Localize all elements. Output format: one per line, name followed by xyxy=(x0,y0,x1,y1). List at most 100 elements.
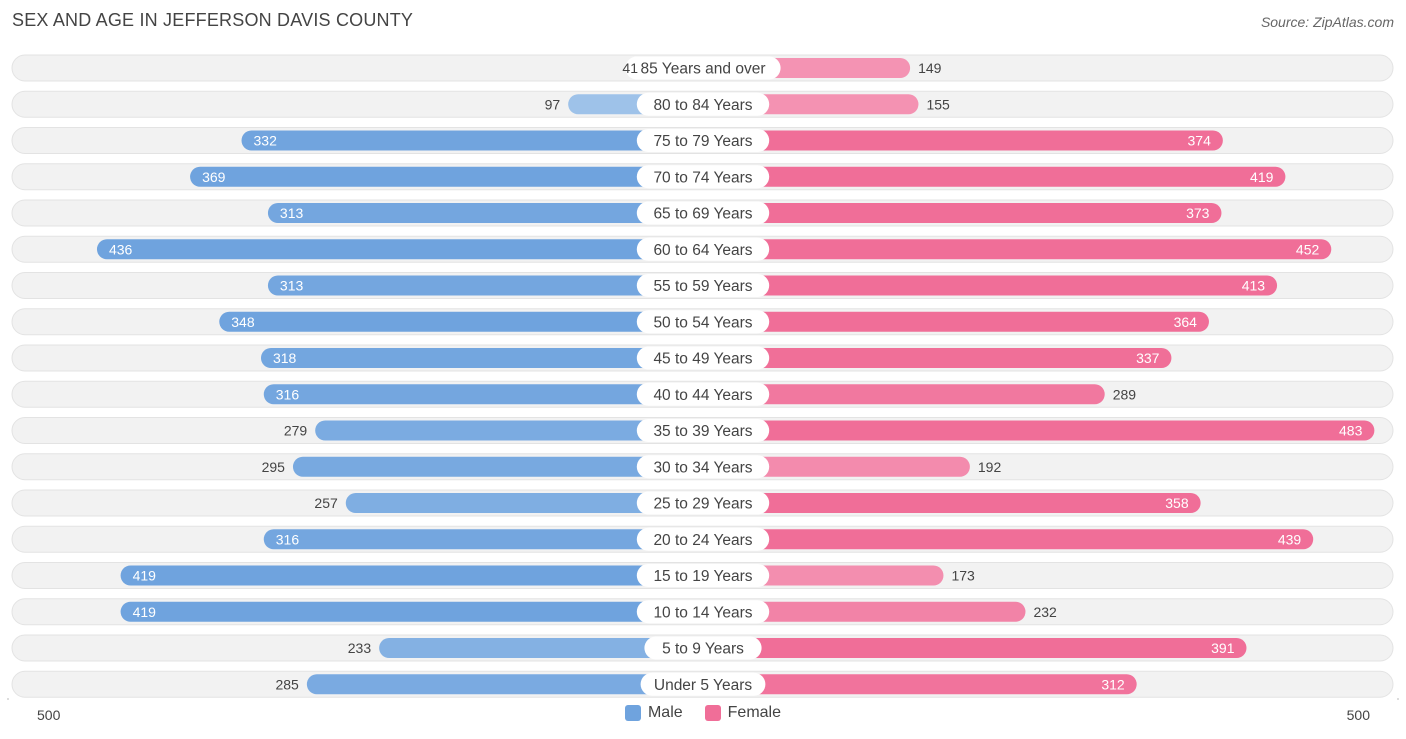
legend-item-female[interactable]: Female xyxy=(704,704,782,722)
legend-item-male[interactable]: Male xyxy=(624,704,683,722)
category-label-bg xyxy=(625,56,781,80)
male-bar[interactable] xyxy=(96,239,703,260)
category-label-bg xyxy=(640,672,766,696)
male-value-label: 279 xyxy=(284,423,308,439)
female-bar[interactable] xyxy=(703,239,1332,260)
male-bar[interactable] xyxy=(345,493,703,513)
male-bar[interactable] xyxy=(379,638,703,658)
male-bar[interactable] xyxy=(263,529,703,550)
female-bar[interactable] xyxy=(703,166,1286,187)
category-label-bg xyxy=(636,201,770,225)
age-row: Under 5 Years 285 312 xyxy=(11,670,1394,698)
female-value-label: 439 xyxy=(1278,531,1302,547)
axis-left-max-label: 500 xyxy=(37,707,61,723)
category-label-bg xyxy=(636,237,770,261)
category-label: 35 to 39 Years xyxy=(653,423,752,440)
legend-female-label: Female xyxy=(727,704,782,721)
female-swatch-icon xyxy=(704,705,721,721)
male-bar[interactable] xyxy=(263,384,703,405)
age-row: 15 to 19 Years 419 173 xyxy=(11,562,1394,589)
category-label-bg xyxy=(636,600,770,624)
female-bar[interactable] xyxy=(703,601,1026,622)
female-value-label: 289 xyxy=(1113,386,1137,402)
female-value-label: 192 xyxy=(978,459,1002,475)
age-row: 80 to 84 Years 97 155 xyxy=(11,90,1394,118)
male-bar[interactable] xyxy=(120,565,704,586)
male-value-label: 41 xyxy=(622,60,638,76)
age-row: 70 to 74 Years 369 419 xyxy=(11,163,1394,191)
category-label: 40 to 44 Years xyxy=(653,387,752,404)
category-label: 65 to 69 Years xyxy=(653,206,752,223)
male-value-label: 313 xyxy=(280,205,304,221)
category-label: Under 5 Years xyxy=(654,677,752,694)
female-bar[interactable] xyxy=(703,348,1172,368)
category-label-bg xyxy=(636,382,770,406)
age-row: 30 to 34 Years 295 192 xyxy=(11,453,1394,481)
female-bar[interactable] xyxy=(703,311,1209,332)
age-row: 55 to 59 Years 313 413 xyxy=(11,272,1394,299)
male-value-label: 295 xyxy=(262,459,286,475)
male-value-label: 316 xyxy=(276,531,300,547)
male-value-label: 318 xyxy=(273,350,297,366)
category-label-bg xyxy=(636,274,770,297)
category-label: 30 to 34 Years xyxy=(653,459,752,476)
female-bar[interactable] xyxy=(703,493,1201,513)
category-label-bg xyxy=(636,310,770,334)
female-value-label: 337 xyxy=(1136,350,1160,366)
age-row: 25 to 29 Years 257 358 xyxy=(11,489,1394,517)
male-bar[interactable] xyxy=(315,420,703,441)
female-bar[interactable] xyxy=(703,638,1247,658)
female-value-label: 173 xyxy=(951,568,975,584)
age-row: 35 to 39 Years 279 483 xyxy=(11,417,1394,444)
category-label-bg xyxy=(636,455,770,479)
female-bar[interactable] xyxy=(703,275,1278,296)
male-bar[interactable] xyxy=(241,130,703,151)
female-value-label: 483 xyxy=(1339,423,1363,439)
female-value-label: 155 xyxy=(926,96,950,112)
female-value-label: 364 xyxy=(1174,314,1198,330)
female-bar[interactable] xyxy=(703,456,970,477)
category-label: 75 to 79 Years xyxy=(653,133,752,150)
female-bar[interactable] xyxy=(703,529,1314,550)
female-bar[interactable] xyxy=(703,384,1105,405)
category-label: 85 Years and over xyxy=(641,61,766,78)
source-credit: Source: ZipAtlas.com xyxy=(1260,14,1394,30)
male-bar[interactable] xyxy=(120,601,704,622)
age-row: 10 to 14 Years 419 232 xyxy=(11,598,1394,626)
male-bar[interactable] xyxy=(260,348,703,368)
category-label: 25 to 29 Years xyxy=(653,496,752,513)
female-value-label: 373 xyxy=(1186,205,1210,221)
age-row: 50 to 54 Years 348 364 xyxy=(11,308,1394,336)
age-row: 75 to 79 Years 332 374 xyxy=(11,127,1394,154)
category-label-bg xyxy=(644,636,762,660)
category-label: 10 to 14 Years xyxy=(653,604,752,621)
male-bar[interactable] xyxy=(219,311,703,332)
female-bar[interactable] xyxy=(703,130,1223,151)
male-bar[interactable] xyxy=(306,674,703,695)
age-row: 40 to 44 Years 316 289 xyxy=(11,380,1394,408)
category-label: 50 to 54 Years xyxy=(653,314,752,331)
male-value-label: 332 xyxy=(254,133,278,149)
female-value-label: 419 xyxy=(1250,169,1274,185)
category-label-bg xyxy=(636,419,770,442)
male-value-label: 257 xyxy=(314,495,338,511)
male-value-label: 419 xyxy=(133,604,157,620)
category-label-bg xyxy=(636,564,770,587)
male-bar[interactable] xyxy=(267,275,703,296)
male-bar[interactable] xyxy=(267,203,703,223)
female-bar[interactable] xyxy=(703,203,1222,223)
male-bar[interactable] xyxy=(190,166,704,187)
male-value-label: 436 xyxy=(109,241,133,257)
female-value-label: 413 xyxy=(1242,278,1266,294)
category-label: 80 to 84 Years xyxy=(653,97,752,114)
male-value-label: 369 xyxy=(202,169,226,185)
age-row: 65 to 69 Years 313 373 xyxy=(11,199,1394,227)
category-label: 60 to 64 Years xyxy=(653,242,752,259)
female-bar[interactable] xyxy=(703,674,1137,695)
category-label-bg xyxy=(636,527,770,551)
female-value-label: 358 xyxy=(1165,495,1189,511)
male-bar[interactable] xyxy=(292,456,703,477)
female-bar[interactable] xyxy=(703,420,1375,441)
